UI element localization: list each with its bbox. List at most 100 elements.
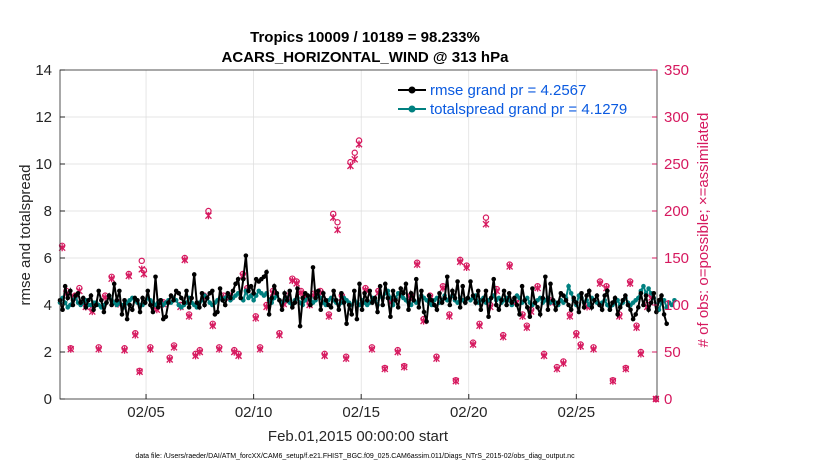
plot-frame [59, 69, 658, 400]
obs-assimilated-marker [293, 279, 301, 287]
obs-assimilated-marker [506, 262, 514, 271]
obs-assimilated-marker [355, 140, 363, 148]
rmse-point [181, 300, 187, 305]
obs-assimilated-marker [622, 365, 630, 373]
rmse-point [586, 288, 592, 294]
y-axis-label-right: # of obs: o=possible; ×=assimilated [695, 113, 712, 348]
obs-assimilated-marker [256, 345, 264, 353]
rmse-point [93, 302, 99, 308]
rmse-point [592, 298, 597, 303]
rmse-point [210, 288, 215, 294]
rmse-point [628, 307, 633, 313]
rmse-point [346, 302, 352, 308]
obs-assimilated-marker [215, 345, 223, 353]
x-tick-label: 02/05 [127, 404, 165, 421]
rmse-point [300, 295, 305, 301]
rmse-point [504, 302, 509, 308]
rmse-point [119, 312, 125, 317]
rmse-point [117, 288, 122, 294]
plot-area [60, 70, 657, 399]
obs-assimilated-marker [540, 352, 548, 360]
obs-possible-marker [138, 257, 145, 265]
rmse-point [271, 283, 277, 289]
rmse-point [393, 298, 398, 303]
chart-title-line1: Tropics 10009 / 10189 = 98.233% [250, 29, 480, 46]
rmse-point [382, 281, 388, 287]
rmse-point [579, 290, 584, 296]
rmse-point [269, 295, 274, 301]
rmse-point [155, 305, 161, 310]
obs-assimilated-marker [590, 345, 597, 353]
rmse-point [290, 305, 295, 310]
left-tick-label: 6 [44, 250, 52, 267]
rmse-point [385, 295, 391, 301]
obs-assimilated-marker [334, 226, 341, 234]
rmse-point [349, 312, 355, 317]
rmse-point [251, 290, 256, 296]
obs-assimilated-marker [288, 276, 296, 285]
x-tick-label: 02/15 [342, 404, 380, 421]
rmse-point [137, 309, 143, 315]
x-tick-label: 02/20 [450, 404, 488, 421]
rmse-point [599, 307, 605, 313]
rmse-point [194, 300, 200, 305]
rmse-point [617, 305, 623, 310]
totalspread-point [672, 298, 677, 303]
obs-assimilated-marker [559, 359, 567, 367]
legend: rmse grand pr = 4.2567 totalspread grand… [398, 82, 627, 118]
rmse-point [163, 314, 169, 320]
obs-possible-marker [482, 214, 490, 221]
obs-assimilated-marker [566, 312, 574, 320]
rmse-point [375, 309, 380, 315]
totalspread-point [646, 286, 651, 291]
rmse-point [646, 307, 651, 313]
rmse-point [584, 293, 589, 298]
rmse-point [179, 295, 184, 301]
rmse-point [341, 300, 347, 305]
rmse-point [313, 295, 318, 301]
rmse-point [413, 276, 419, 282]
rmse-point [651, 290, 657, 296]
obs-assimilated-marker [633, 323, 641, 332]
obs-assimilated-marker [325, 312, 333, 320]
x-tick-label: 02/25 [558, 404, 596, 421]
obs-assimilated-marker [456, 258, 464, 266]
rmse-point [222, 302, 228, 308]
obs-assimilated-marker [95, 345, 103, 353]
rmse-point [261, 274, 267, 280]
rmse-point [248, 283, 254, 289]
rmse-point [470, 293, 476, 298]
totalspread-point [251, 298, 256, 303]
rmse-point [488, 295, 494, 301]
obs-assimilated-marker [609, 377, 617, 385]
footnote: data file: /Users/raeder/DAI/ATM_forcXX/… [135, 453, 575, 460]
obs-assimilated-marker [204, 212, 212, 220]
obs-assimilated-marker [413, 260, 421, 269]
rmse-point [62, 283, 68, 289]
rmse-point [220, 298, 225, 303]
rmse-point [568, 307, 574, 313]
rmse-point [555, 300, 561, 305]
rmse-point [571, 295, 577, 301]
rmse-point [297, 323, 303, 329]
rmse-point [264, 269, 269, 275]
rmse-point [111, 281, 117, 287]
rmse-point [88, 293, 94, 298]
rmse-point [550, 298, 556, 303]
legend-spread-marker [408, 105, 416, 113]
rmse-point [545, 307, 551, 313]
chart-title-line2: ACARS_HORIZONTAL_WIND @ 313 hPa [222, 49, 510, 66]
rmse-point [68, 288, 73, 294]
obs-assimilated-marker [121, 346, 129, 354]
rmse-point [478, 307, 484, 313]
rmse-point [217, 286, 223, 291]
rmse-point [158, 298, 163, 303]
rmse-point [323, 298, 329, 303]
rmse-point [235, 276, 241, 282]
obs-assimilated-marker [131, 331, 139, 339]
left-tick-label: 2 [44, 344, 52, 361]
rmse-point [602, 293, 608, 298]
rmse-point [380, 302, 386, 308]
rmse-point [501, 288, 507, 294]
